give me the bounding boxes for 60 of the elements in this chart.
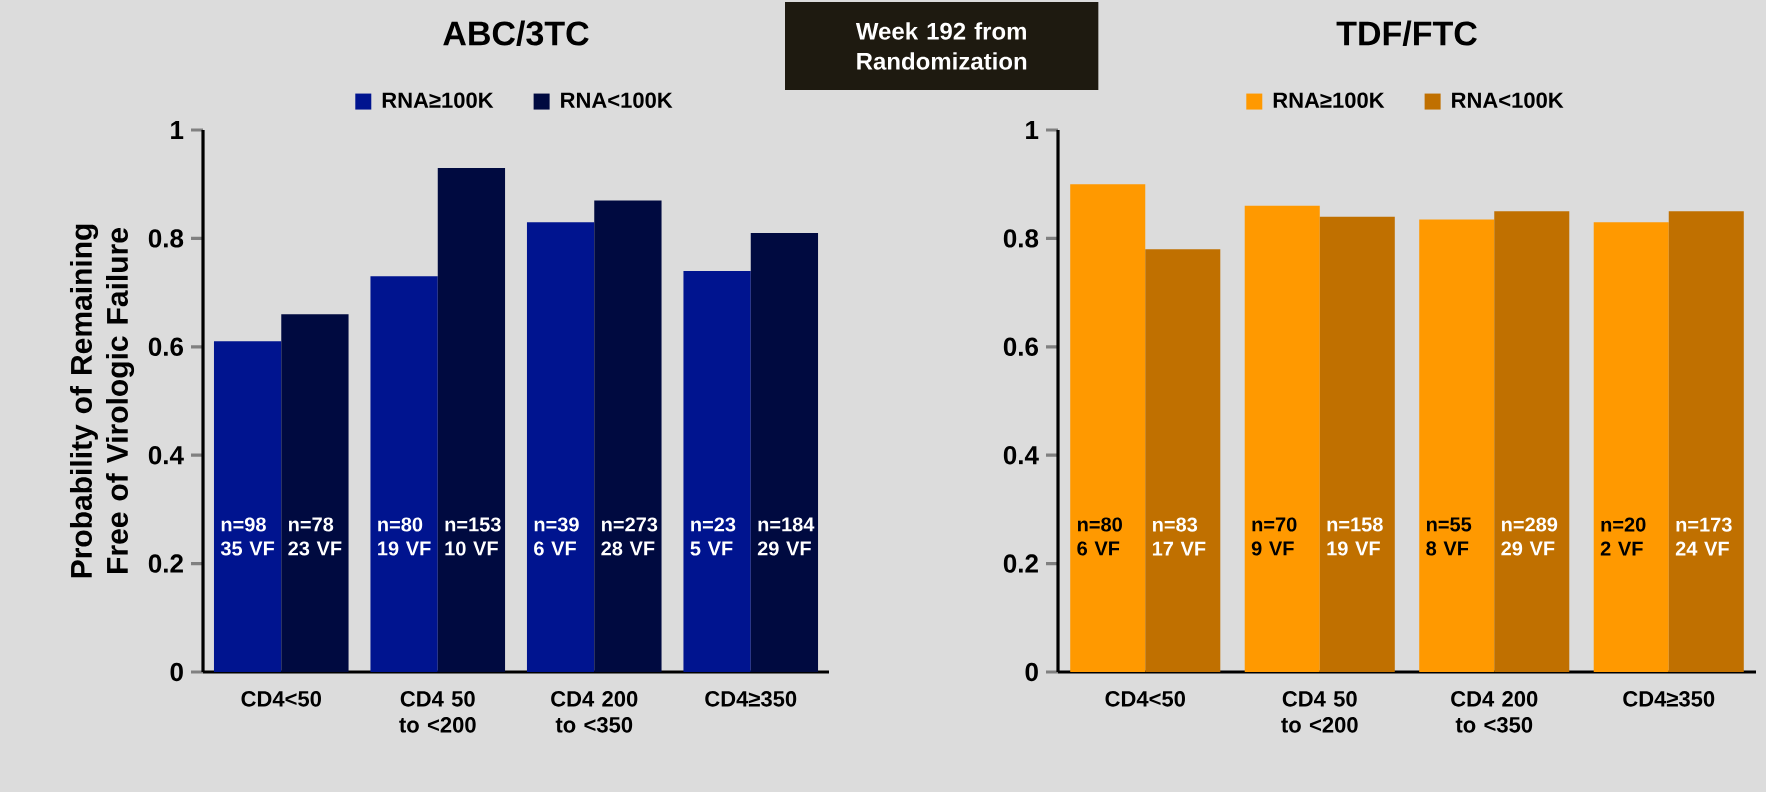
bar [526,222,595,672]
bar [594,200,662,672]
text: Week 192 from Randomization [855,22,1027,70]
x-tick-label: CD4 50 to <200 [1281,691,1358,733]
legend-label: RNA≥100K [382,92,494,108]
legend-label: RNA<100K [561,92,673,108]
data-label: n=80 6 VF [1077,517,1122,556]
x-tick-label: CD4<50 [241,691,321,707]
y-tick-label: 0.4 [148,445,184,465]
data-label: n=70 9 VF [1251,517,1297,556]
y-tick-label: 0.2 [1003,554,1038,573]
y-tick-label: 0.6 [148,337,184,356]
data-label: n=78 23 VF [288,517,342,556]
bar [1070,184,1146,672]
x-tick-label: CD4 50 to <200 [399,691,476,733]
bar [1319,216,1395,672]
bar [1668,211,1744,672]
x-tick-label: CD4≥350 [1623,691,1715,707]
x-tick-label: CD4 200 to <350 [551,691,638,733]
y-axis-title: Probability of Remaining Free of Virologic Failure [69,224,135,578]
bar [1244,205,1320,672]
bar [1145,249,1221,672]
data-label: n=158 19 VF [1327,517,1383,556]
bar [750,232,819,672]
data-label: n=80 19 VF [378,517,431,556]
y-tick-label: 1 [171,121,184,139]
data-label: n=23 5 VF [690,517,736,556]
data-label: n=273 28 VF [601,517,658,556]
x-tick-label: CD4≥350 [705,691,797,707]
y-tick-label: 0 [170,662,183,682]
chart-title: ABC/3TC [443,20,589,46]
y-tick-label: 0.4 [1003,445,1039,465]
data-label: n=289 29 VF [1501,517,1558,556]
x-tick-label: CD4 200 to <350 [1451,691,1538,733]
y-tick-label: 0.8 [148,229,184,248]
chart-title: TDF/FTC [1336,20,1477,46]
bar [1419,219,1495,672]
data-label: n=83 17 VF [1152,517,1206,556]
y-tick-label: 1 [1026,121,1039,139]
x-tick-label: CD4<50 [1105,691,1185,707]
y-tick-label: 0.2 [148,554,183,573]
legend-label: RNA≥100K [1273,92,1385,108]
bar [1494,211,1570,672]
bar [370,276,438,672]
bar [1593,222,1669,672]
data-label: n=55 8 VF [1426,517,1472,556]
data-label: n=98 35 VF [220,517,275,556]
bar [437,167,506,672]
data-label: n=20 2 VF [1600,517,1646,556]
bar [213,341,282,672]
y-tick-label: 0.8 [1003,229,1039,248]
bar [281,314,349,672]
data-label: n=153 10 VF [445,517,501,556]
data-label: n=173 24 VF [1675,517,1732,556]
y-tick-label: 0 [1025,662,1038,682]
bar [683,270,751,672]
data-label: n=39 6 VF [534,517,579,556]
y-tick-label: 0.6 [1003,337,1038,356]
legend-label: RNA<100K [1452,92,1564,108]
data-label: n=184 29 VF [757,517,815,556]
